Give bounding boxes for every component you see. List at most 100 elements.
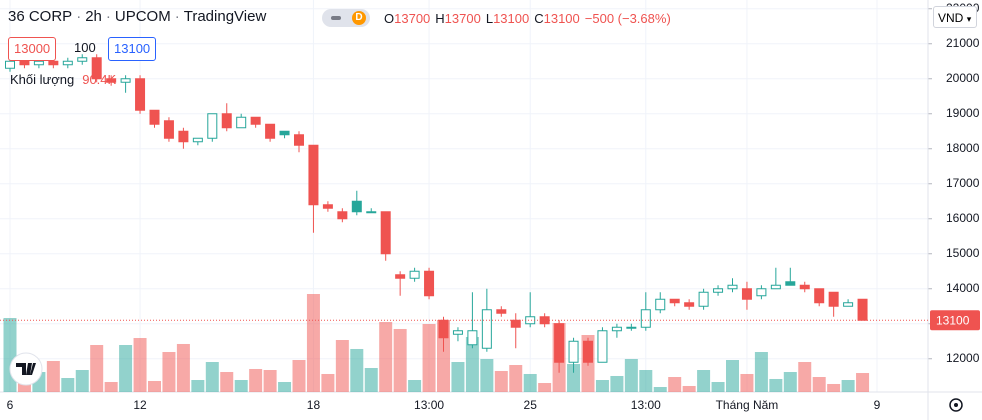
candle-body	[438, 319, 449, 339]
volume-bar	[119, 345, 133, 392]
volume-title: Khối lượng	[10, 72, 75, 87]
candle-body	[221, 113, 232, 129]
volume-bar	[75, 370, 89, 392]
volume-bar	[263, 370, 277, 392]
candle-body	[279, 130, 290, 136]
volume-bar	[538, 383, 552, 392]
volume-bar	[350, 348, 364, 392]
change: −500 (−3.68%)	[584, 11, 671, 26]
candle-body	[380, 211, 391, 255]
volume-bar	[610, 375, 624, 392]
candle-body	[597, 330, 608, 363]
volume-bar	[480, 358, 494, 392]
candle-body	[626, 326, 637, 329]
volume-bar	[162, 352, 176, 392]
x-tick-label: 13:00	[631, 398, 661, 412]
candle-body	[452, 330, 463, 335]
y-tick-label: 21000	[946, 36, 980, 50]
gear-ring	[949, 398, 963, 412]
candle-body	[62, 60, 73, 66]
y-tick-label: 14000	[946, 281, 980, 295]
ohlc-value: 13700	[394, 11, 431, 26]
candle-body	[409, 270, 420, 279]
candle-body	[857, 298, 868, 321]
volume-bar	[769, 378, 783, 392]
candle-body	[424, 270, 435, 297]
volume-bar	[379, 322, 393, 392]
volume-bar	[3, 318, 17, 392]
candle-body	[135, 78, 146, 111]
volume-bar	[639, 370, 653, 392]
volume-bar	[624, 358, 638, 392]
logo-mark	[16, 363, 36, 375]
candle-body	[727, 284, 738, 290]
candle-body	[669, 298, 680, 304]
volume-legend: Khối lượng 90.4K	[10, 72, 116, 87]
candle-body	[395, 274, 406, 279]
volume-bar	[668, 377, 682, 392]
x-tick-label: 18	[307, 398, 321, 412]
y-tick-label: 17000	[946, 176, 980, 190]
ohlc-label: H	[435, 11, 445, 26]
candle-body	[785, 281, 796, 286]
y-tick-label: 20000	[946, 71, 980, 85]
candle-body	[554, 323, 565, 363]
y-tick-label: 15000	[946, 246, 980, 260]
ohlc-label: O	[384, 11, 395, 26]
y-tick-label: 19000	[946, 106, 980, 120]
x-tick-label: 25	[524, 398, 538, 412]
volume-bar	[494, 370, 508, 392]
candle-body	[814, 288, 825, 304]
volume-bar	[249, 368, 263, 392]
volume-bar	[61, 378, 75, 392]
volume-bar	[278, 382, 292, 392]
volume-bar	[321, 373, 335, 392]
x-tick-label: 6	[7, 398, 14, 412]
candle-body	[19, 60, 30, 66]
volume-bar	[812, 377, 826, 392]
candle-body	[698, 291, 709, 307]
volume-bar	[292, 360, 306, 392]
candle-body	[250, 116, 261, 125]
candle-body	[799, 284, 810, 290]
volume-bar	[133, 338, 147, 392]
source: TradingView	[183, 8, 267, 25]
ohlc-label: C	[534, 11, 544, 26]
currency-select[interactable]: VND ▾	[933, 6, 977, 28]
buy-box[interactable]: 13100	[108, 37, 157, 61]
candle-body	[741, 288, 752, 300]
candle-body	[308, 144, 319, 206]
interval[interactable]: 2h	[85, 8, 102, 25]
volume-bar	[523, 373, 537, 392]
volume-bar	[176, 343, 190, 392]
candle-body	[684, 302, 695, 307]
candle-body	[481, 309, 492, 349]
gear-hub	[954, 403, 958, 407]
symbol: 36 CORP	[8, 8, 73, 25]
volume-bar	[306, 294, 320, 392]
volume-bar	[46, 360, 60, 392]
candle-body	[366, 211, 377, 214]
volume-bar	[104, 382, 118, 392]
y-tick-label: 18000	[946, 141, 980, 155]
candle-body	[337, 211, 348, 220]
visibility-toggle[interactable]: D	[322, 9, 370, 27]
sell-box[interactable]: 13000	[8, 37, 57, 61]
candle-body	[322, 204, 333, 209]
candle-body	[713, 288, 724, 293]
volume-bar	[509, 365, 523, 392]
candle-body	[207, 113, 218, 139]
candle-body	[770, 284, 781, 290]
candle-body	[48, 60, 59, 66]
volume-bar	[827, 383, 841, 392]
volume-bar	[783, 372, 797, 392]
candle-body	[539, 316, 550, 325]
ohlc-value: 13100	[493, 11, 530, 26]
volume-bar	[234, 380, 248, 392]
settings-gear[interactable]	[949, 398, 963, 412]
volume-bar	[465, 337, 479, 392]
volume-bar	[567, 363, 581, 392]
candle-body	[843, 302, 854, 307]
